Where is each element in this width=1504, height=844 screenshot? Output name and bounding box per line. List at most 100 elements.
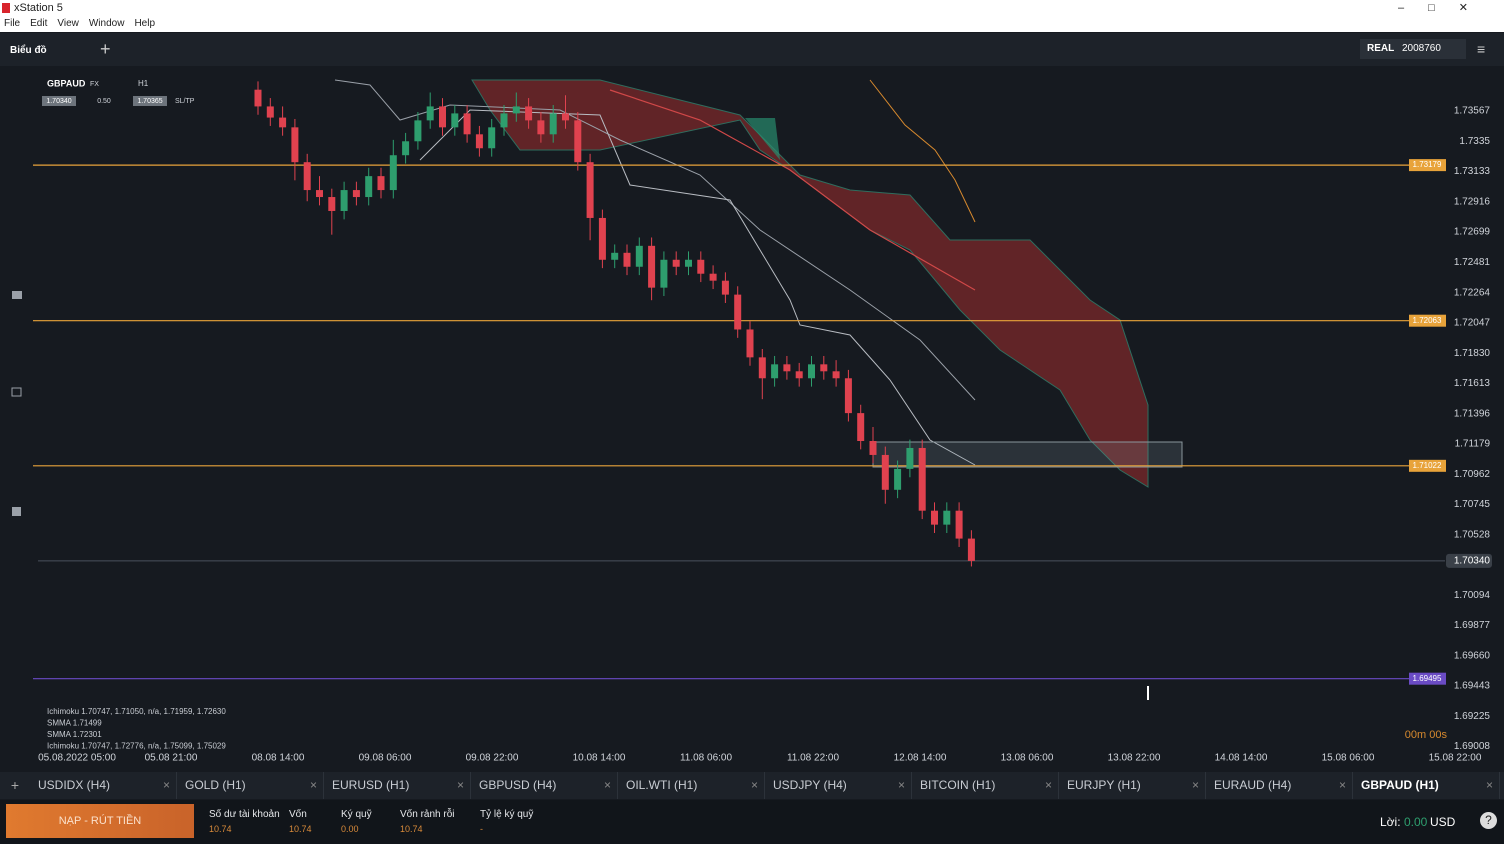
tool-icon[interactable]: [12, 291, 22, 299]
candle-body: [463, 113, 471, 135]
candle-body: [943, 510, 951, 525]
tab[interactable]: EURUSD (H1) ×: [324, 772, 471, 799]
tab[interactable]: GBPAUD (H1) ×: [1353, 772, 1500, 799]
tabs-bar: + USDIDX (H4) × GOLD (H1) × EURUSD (H1) × GBPU…: [0, 772, 1504, 799]
x-tick-label: 08.08 14:00: [252, 753, 305, 764]
candle-body: [697, 259, 705, 274]
tab-label: GBPUSD (H4): [479, 778, 557, 792]
level-tag: [1409, 672, 1446, 685]
indicator-legend: SMMA 1.71499: [47, 719, 102, 728]
current-price-label: 1.70340: [1454, 556, 1491, 567]
y-tick-label: 1.69443: [1454, 681, 1491, 692]
smma-line: [419, 109, 976, 466]
x-tick-label: 10.08 14:00: [573, 753, 626, 764]
candle-body: [820, 364, 828, 372]
tab-close[interactable]: ×: [1044, 778, 1052, 792]
y-tick-label: 1.69660: [1454, 650, 1491, 661]
add-tab[interactable]: +: [10, 777, 20, 793]
tab-close[interactable]: ×: [750, 778, 758, 792]
bid: 1.70340: [46, 98, 71, 105]
menu-item[interactable]: Help: [134, 18, 156, 29]
tab-label: OIL.WTI (H1): [626, 778, 698, 792]
indicator-legend: Ichimoku 1.70747, 1.72776, n/a, 1.75099,…: [47, 742, 226, 751]
tab-close[interactable]: ×: [1485, 778, 1493, 792]
stat: Ký quỹ 0.00: [341, 809, 372, 834]
section-tab[interactable]: Biểu đồ: [10, 45, 47, 56]
stat-value: 10.74: [289, 824, 312, 834]
y-tick-label: 1.72481: [1454, 257, 1491, 268]
tab-label: BITCOIN (H1): [920, 778, 996, 792]
candle-body: [918, 447, 926, 511]
stat-value: 0.00: [341, 824, 359, 834]
tab-close[interactable]: ×: [456, 778, 464, 792]
y-tick-label: 1.7335: [1459, 136, 1490, 147]
candle-body: [648, 245, 656, 288]
y-tick-label: 1.71830: [1454, 348, 1491, 359]
account-box[interactable]: REAL 2008760: [1360, 39, 1466, 59]
tab[interactable]: GBPUSD (H4) ×: [471, 772, 618, 799]
y-tick-label: 1.73133: [1454, 166, 1491, 177]
level-label: 1.72063: [1413, 316, 1442, 325]
symbol: GBPAUD: [47, 78, 86, 88]
ichimoku-line: [609, 89, 976, 291]
y-tick-label: 1.69225: [1454, 711, 1491, 722]
tab[interactable]: OIL.WTI (H1) ×: [618, 772, 765, 799]
y-tick-label: 1.72699: [1454, 227, 1491, 238]
stat-label: Số dư tài khoản: [209, 809, 280, 820]
add-chart[interactable]: +: [100, 39, 111, 59]
y-tick-label: 1.71613: [1454, 378, 1491, 389]
tool-icon[interactable]: [11, 387, 22, 397]
y-tick-label: 1.70528: [1454, 529, 1491, 540]
tab-close[interactable]: ×: [162, 778, 170, 792]
tab-close[interactable]: ×: [309, 778, 317, 792]
candle-body: [365, 176, 373, 198]
deposit-button[interactable]: NẠP - RÚT TIỀN: [6, 804, 194, 838]
menu-item[interactable]: File: [4, 18, 21, 29]
bid-box: [42, 96, 76, 106]
tab-close[interactable]: ×: [1191, 778, 1199, 792]
tab-label: USDJPY (H4): [773, 778, 847, 792]
tab[interactable]: BITCOIN (H1) ×: [912, 772, 1059, 799]
stat-value: 10.74: [400, 824, 423, 834]
tab-label: EURAUD (H4): [1214, 778, 1292, 792]
candle-body: [881, 454, 889, 490]
x-tick-label: 09.08 06:00: [359, 753, 412, 764]
candle-body: [279, 117, 287, 128]
x-tick-label: 11.08 22:00: [787, 753, 840, 764]
candle-body: [303, 162, 311, 191]
window-controls[interactable]: –□✕: [1398, 2, 1492, 14]
menu-item[interactable]: Edit: [30, 18, 48, 29]
toolbar: Biểu đồ + REAL 2008760 ≡: [0, 33, 1504, 66]
candle-body: [328, 197, 336, 211]
tab[interactable]: USDJPY (H4) ×: [765, 772, 912, 799]
x-tick-label: 11.08 06:00: [680, 753, 733, 764]
level-label: 1.69495: [1413, 674, 1442, 683]
menu-item[interactable]: Window: [88, 18, 125, 29]
y-tick-label: 1.73567: [1454, 106, 1491, 117]
candle-body: [746, 329, 754, 358]
candle-body: [451, 113, 459, 128]
menu-item[interactable]: View: [57, 18, 79, 29]
stat-label: Vốn: [289, 809, 307, 820]
candle-body: [254, 89, 262, 107]
tab-label: GBPAUD (H1): [1361, 778, 1439, 792]
candle-body: [685, 259, 692, 267]
tab[interactable]: EURJPY (H1) ×: [1059, 772, 1206, 799]
tab[interactable]: GOLD (H1) ×: [177, 772, 324, 799]
tool-icon[interactable]: [12, 507, 21, 516]
tab-close[interactable]: ×: [897, 778, 905, 792]
menu-icon[interactable]: ≡: [1477, 41, 1486, 57]
level-tag: [1409, 459, 1446, 472]
help-button[interactable]: ?: [1480, 812, 1497, 829]
footer: NẠP - RÚT TIỀN Lời: 0.00 USD ? Số dư tài…: [0, 800, 1504, 844]
tab-close[interactable]: ×: [603, 778, 611, 792]
y-tick-label: 1.72264: [1454, 287, 1491, 298]
tab[interactable]: USDIDX (H4) ×: [30, 772, 177, 799]
tab-label: USDIDX (H4): [38, 778, 111, 792]
ichimoku-cloud: [471, 79, 1149, 488]
candle-body: [931, 510, 938, 525]
candle-body: [562, 113, 569, 121]
tab[interactable]: EURAUD (H4) ×: [1206, 772, 1353, 799]
candle-body: [795, 371, 803, 379]
tab-close[interactable]: ×: [1338, 778, 1346, 792]
